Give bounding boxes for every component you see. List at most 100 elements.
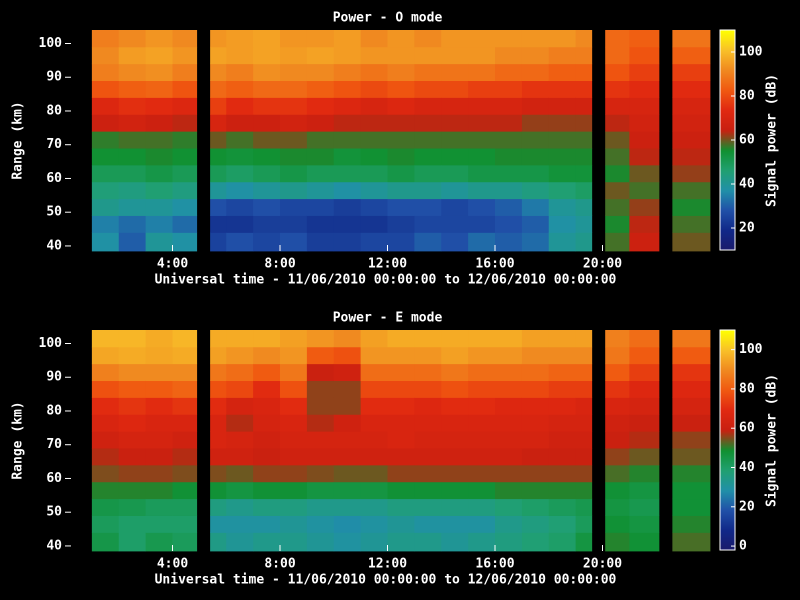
heatmap-cell bbox=[441, 346, 469, 365]
heatmap-cell bbox=[548, 97, 577, 115]
heatmap-cell bbox=[360, 515, 388, 533]
colorbar-swatch bbox=[720, 226, 735, 229]
colorbar-swatch bbox=[720, 336, 735, 339]
heatmap-cell bbox=[441, 198, 469, 216]
colorbar-swatch bbox=[720, 110, 735, 113]
colorbar-swatch bbox=[720, 426, 735, 429]
heatmap-cell bbox=[172, 363, 198, 382]
heatmap-cell bbox=[253, 215, 281, 233]
colorbar-swatch bbox=[720, 36, 735, 39]
colorbar-swatch bbox=[720, 170, 735, 173]
heatmap-cell bbox=[575, 97, 593, 115]
heatmap-cell bbox=[91, 164, 120, 183]
heatmap-cell bbox=[521, 148, 550, 166]
heatmap-cell bbox=[280, 80, 308, 98]
heatmap-cell bbox=[172, 397, 198, 415]
heatmap-cell bbox=[672, 63, 711, 82]
heatmap-cell bbox=[521, 498, 550, 516]
heatmap-cell bbox=[172, 131, 198, 149]
heatmap-cell bbox=[118, 532, 147, 552]
heatmap-cell bbox=[441, 97, 469, 115]
heatmap-cell bbox=[253, 498, 281, 516]
x-axis-label: Universal time - 11/06/2010 00:00:00 to … bbox=[155, 273, 617, 288]
heatmap-cell bbox=[91, 80, 120, 98]
heatmap-cell bbox=[172, 515, 198, 533]
colorbar-swatch bbox=[720, 32, 735, 35]
colorbar-swatch bbox=[720, 394, 735, 397]
colorbar-swatch bbox=[720, 412, 735, 415]
heatmap-cell bbox=[280, 532, 308, 552]
heatmap-cell bbox=[360, 498, 388, 516]
heatmap-cell bbox=[575, 330, 593, 348]
heatmap-cell bbox=[172, 114, 198, 132]
heatmap-cell bbox=[226, 198, 254, 216]
heatmap-cell bbox=[145, 198, 173, 216]
colorbar-swatch bbox=[720, 456, 735, 459]
colorbar-swatch bbox=[720, 418, 735, 421]
colorbar-swatch bbox=[720, 518, 735, 521]
heatmap-cell bbox=[253, 464, 281, 483]
heatmap-cell bbox=[210, 131, 227, 149]
heatmap-cell bbox=[210, 114, 227, 132]
heatmap-cell bbox=[145, 448, 173, 466]
heatmap-cell bbox=[672, 181, 711, 200]
colorbar-swatch bbox=[720, 116, 735, 119]
colorbar-swatch bbox=[720, 240, 735, 243]
heatmap-cell bbox=[575, 198, 593, 216]
heatmap-cell bbox=[280, 232, 308, 252]
heatmap-cell bbox=[521, 330, 550, 348]
heatmap-cell bbox=[145, 431, 173, 449]
heatmap-cell bbox=[226, 97, 254, 115]
heatmap-cell bbox=[280, 198, 308, 216]
heatmap-cell bbox=[548, 515, 577, 533]
heatmap-cell bbox=[226, 464, 254, 483]
heatmap-cell bbox=[468, 232, 496, 252]
heatmap-cell bbox=[145, 464, 173, 483]
heatmap-cell bbox=[548, 532, 577, 552]
colorbar-swatch bbox=[720, 174, 735, 177]
heatmap-cell bbox=[91, 397, 120, 415]
heatmap-cell bbox=[575, 164, 593, 183]
heatmap-cell bbox=[210, 30, 227, 48]
heatmap-cell bbox=[521, 431, 550, 449]
heatmap-cell bbox=[360, 164, 388, 183]
heatmap-cell bbox=[306, 515, 335, 533]
heatmap-cell bbox=[118, 80, 147, 98]
heatmap-cell bbox=[226, 448, 254, 466]
heatmap-cell bbox=[91, 532, 120, 552]
heatmap-cell bbox=[118, 148, 147, 166]
heatmap-cell bbox=[172, 481, 198, 500]
heatmap-cell bbox=[306, 80, 335, 98]
heatmap-cell bbox=[387, 380, 415, 398]
heatmap-cell bbox=[575, 515, 593, 533]
heatmap-cell bbox=[253, 397, 281, 415]
heatmap-cell bbox=[91, 148, 120, 166]
heatmap-cell bbox=[226, 181, 254, 200]
heatmap-cell bbox=[145, 30, 173, 48]
heatmap-cell bbox=[629, 63, 660, 82]
heatmap-cell bbox=[210, 97, 227, 115]
colorbar-swatch bbox=[720, 414, 735, 417]
colorbar-swatch bbox=[720, 376, 735, 379]
heatmap-cell bbox=[118, 63, 147, 82]
colorbar-swatch bbox=[720, 66, 735, 69]
heatmap-cell bbox=[672, 46, 711, 65]
heatmap-cell bbox=[91, 181, 120, 200]
heatmap-cell bbox=[672, 515, 711, 533]
heatmap-cell bbox=[605, 80, 630, 98]
heatmap-cell bbox=[441, 532, 469, 552]
x-tick-label: 4:00 bbox=[157, 557, 188, 572]
colorbar-swatch bbox=[720, 190, 735, 193]
heatmap-cell bbox=[414, 414, 442, 432]
x-tick-label: 8:00 bbox=[264, 257, 295, 272]
heatmap-cell bbox=[629, 164, 660, 183]
heatmap-cell bbox=[414, 148, 442, 166]
heatmap-cell bbox=[672, 448, 711, 466]
colorbar-tick-label: 80 bbox=[739, 89, 755, 104]
heatmap-cell bbox=[226, 215, 254, 233]
colorbar-swatch bbox=[720, 82, 735, 85]
colorbar-swatch bbox=[720, 220, 735, 223]
heatmap-cell bbox=[629, 80, 660, 98]
heatmap-cell bbox=[575, 414, 593, 432]
y-tick-label: 80 bbox=[46, 103, 62, 118]
